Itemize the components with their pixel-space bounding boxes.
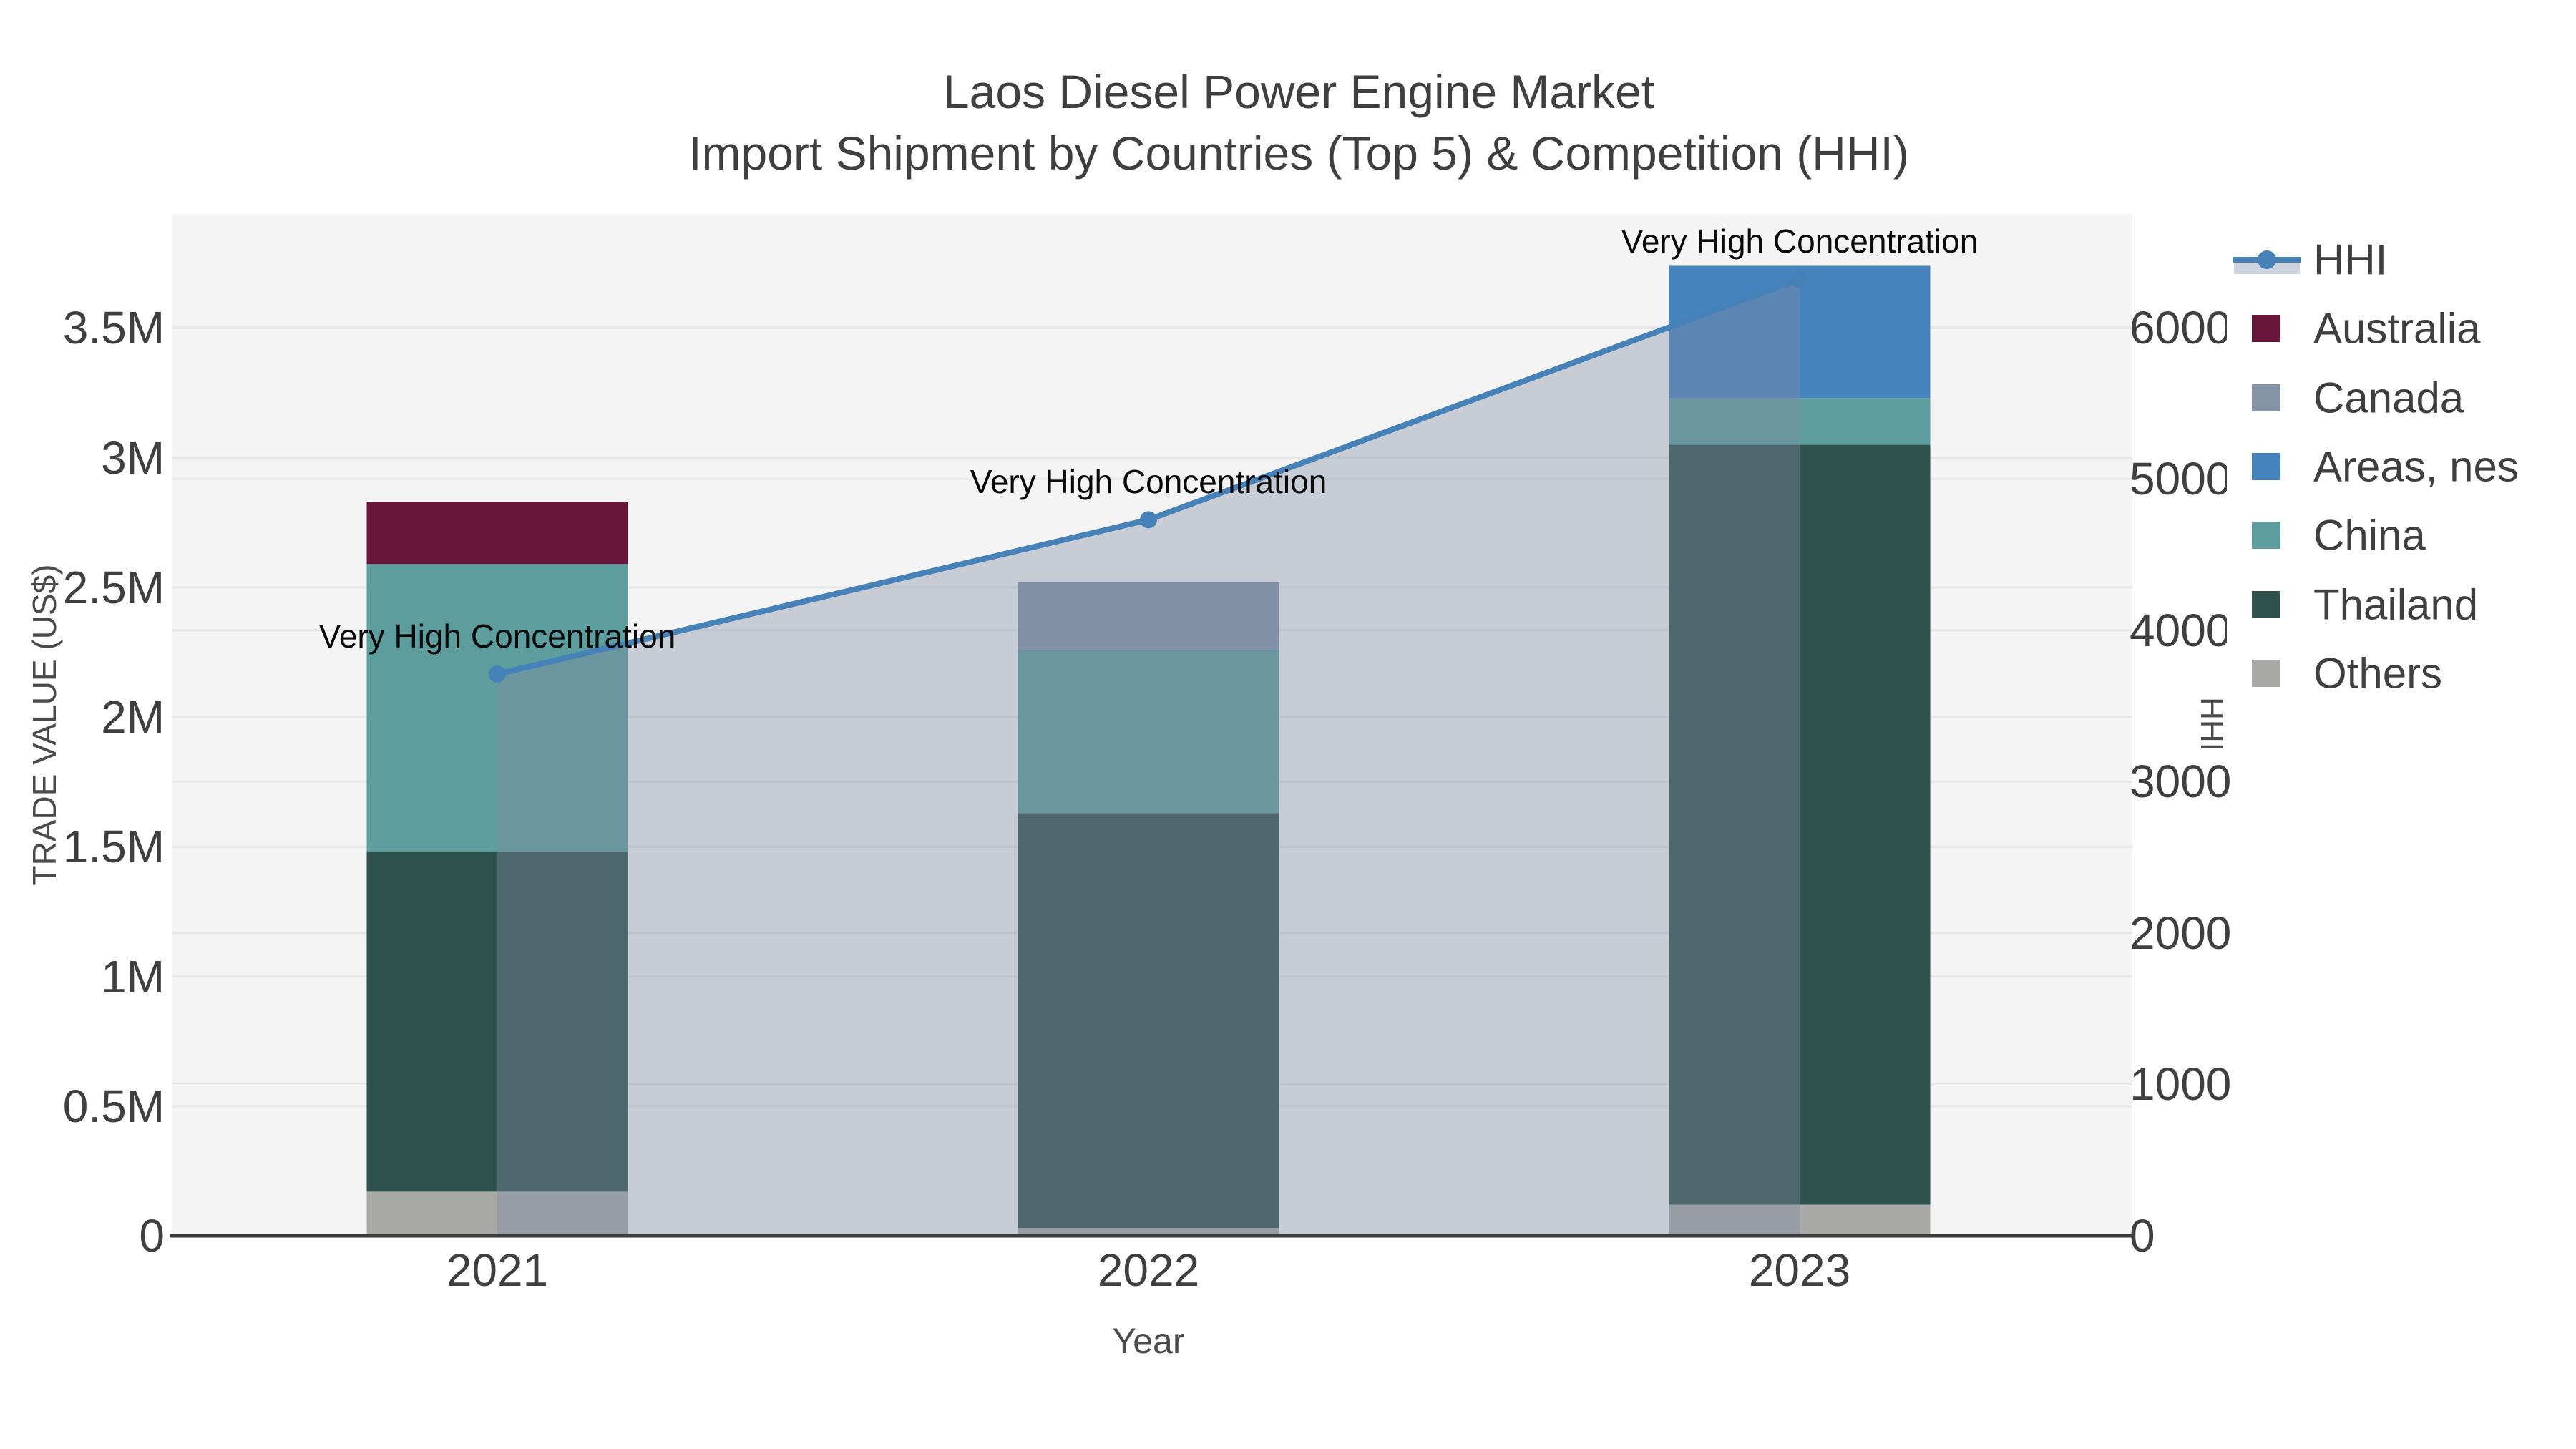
y-tick-left-2.5M: 2.5M: [62, 561, 165, 613]
y-tick-right-0: 0: [2129, 1210, 2155, 1262]
legend-item-australia[interactable]: Australia: [2313, 304, 2481, 353]
legend-panel: [2227, 208, 2576, 737]
bar-segment-2021-australia[interactable]: [366, 502, 628, 565]
legend-swatch-others: [2252, 659, 2280, 687]
hhi-marker-2021[interactable]: [489, 665, 506, 683]
bar-segment-2022-others[interactable]: [1018, 1228, 1279, 1236]
hhi-marker-2022[interactable]: [1140, 511, 1157, 529]
x-tick-2021: 2021: [446, 1244, 549, 1296]
bar-segment-2021-thailand[interactable]: [366, 852, 628, 1192]
y-tick-left-3.5M: 3.5M: [62, 302, 165, 354]
legend-item-thailand[interactable]: Thailand: [2313, 580, 2479, 628]
chart-title: Laos Diesel Power Engine Market: [942, 65, 1655, 118]
y-tick-left-3M: 3M: [101, 431, 165, 484]
chart-subtitle: Import Shipment by Countries (Top 5) & C…: [688, 127, 1909, 180]
legend-item-china[interactable]: China: [2313, 511, 2426, 560]
annotation-2023: Very High Concentration: [1621, 222, 1979, 260]
legend-swatch-areas-nes: [2252, 452, 2280, 480]
bar-segment-2021-china[interactable]: [366, 564, 628, 852]
y-tick-right-6000: 6000: [2129, 301, 2232, 353]
legend-item-areas-nes[interactable]: Areas, nes: [2313, 442, 2519, 491]
y-tick-left-0.5M: 0.5M: [62, 1080, 165, 1132]
y-tick-left-2M: 2M: [101, 691, 165, 743]
bar-segment-2021-others[interactable]: [366, 1191, 628, 1236]
bar-segment-2023-china[interactable]: [1669, 398, 1931, 445]
bar-segment-2022-canada[interactable]: [1018, 582, 1279, 650]
bar-segment-2022-thailand[interactable]: [1018, 813, 1279, 1229]
bar-segment-2023-thailand[interactable]: [1669, 444, 1931, 1205]
hhi-area-fill: [497, 278, 1800, 1236]
y-tick-left-0: 0: [139, 1210, 165, 1262]
bar-segment-2023-areas-nes[interactable]: [1669, 265, 1931, 399]
legend-swatch-hhi: [2233, 238, 2301, 281]
y-tick-left-1M: 1M: [101, 950, 165, 1002]
legend-swatch-china: [2252, 522, 2280, 550]
legend-item-others[interactable]: Others: [2313, 649, 2443, 698]
legend-item-hhi[interactable]: HHI: [2313, 235, 2388, 284]
bar-segment-2023-others[interactable]: [1669, 1204, 1931, 1236]
legend-swatch-canada: [2252, 384, 2280, 411]
legend-swatch-thailand: [2252, 590, 2280, 618]
bar-segment-2022-china[interactable]: [1018, 649, 1279, 814]
y-tick-right-4000: 4000: [2129, 604, 2232, 656]
y-tick-right-5000: 5000: [2129, 453, 2232, 505]
x-tick-2023: 2023: [1748, 1244, 1851, 1296]
y-tick-right-1000: 1000: [2129, 1058, 2232, 1111]
annotation-2022: Very High Concentration: [970, 463, 1327, 501]
x-tick-2022: 2022: [1097, 1244, 1200, 1296]
hhi-legend-glyph: [2233, 250, 2301, 274]
x-axis-title: Year: [1112, 1321, 1185, 1361]
y-tick-right-3000: 3000: [2129, 756, 2232, 808]
legend-item-canada[interactable]: Canada: [2313, 374, 2464, 422]
legend-swatch-australia: [2252, 315, 2280, 343]
y-axis-title-right: HHI: [2194, 697, 2229, 751]
y-tick-right-2000: 2000: [2129, 907, 2232, 959]
annotation-2021: Very High Concentration: [318, 618, 676, 655]
y-tick-left-1.5M: 1.5M: [62, 821, 165, 873]
hhi-marker-2023[interactable]: [1791, 270, 1808, 288]
